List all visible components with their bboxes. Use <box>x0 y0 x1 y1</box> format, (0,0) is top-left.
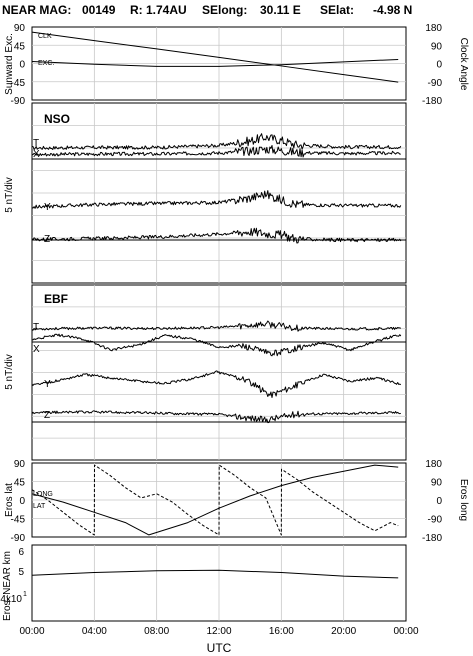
header-selong: 30.11 E <box>260 3 301 17</box>
eros-ytick-left: 45 <box>14 478 26 489</box>
x-tick-label: 20:00 <box>331 626 356 637</box>
nso-trace-label-x: X <box>33 149 40 160</box>
angles-ytick-right: -180 <box>422 96 442 107</box>
nso-trace-x <box>31 145 401 158</box>
ebf-trace-label-t: T <box>33 322 39 333</box>
distance-trace <box>31 569 399 579</box>
header-range-label: R: <box>130 3 143 17</box>
eros-ytick-right: 180 <box>425 459 442 470</box>
eros-ytick-left: -45 <box>11 515 26 526</box>
eros-ytick-right: -180 <box>422 533 442 544</box>
angles-series-exc <box>31 58 399 67</box>
angles-panel: 90 45 0 -45 -90 180 90 0 -90 -180 CLK EXC. Sunwar… <box>4 23 469 107</box>
angles-ytick-right: 180 <box>425 23 442 34</box>
eros-series-lat <box>31 464 399 536</box>
ebf-trace-x <box>31 333 402 357</box>
ebf-trace-label-x: X <box>33 344 40 355</box>
header-selong-label: SElong: <box>202 3 247 17</box>
ebf-trace-z <box>31 410 401 424</box>
x-tick-label: 04:00 <box>82 626 107 637</box>
nso-panel: NSO 5 nT/div T X Y Z <box>4 102 407 284</box>
eros-ytick-left: 90 <box>14 459 26 470</box>
distance-ytick-exponent: 1 <box>23 591 27 598</box>
angles-ytick-right: -90 <box>428 78 443 89</box>
header-doy: 00149 <box>82 3 116 17</box>
x-tick-label: 00:00 <box>19 626 44 637</box>
distance-ylabel: Eros–NEAR km <box>2 551 13 621</box>
nso-trace-label-y: Y <box>44 202 51 213</box>
angles-series-clk <box>31 31 399 83</box>
ebf-trace-y <box>31 370 402 398</box>
distance-panel: 6 5 4x10 1 Eros–NEAR km <box>0 544 407 622</box>
x-tick-label: 00:00 <box>393 626 418 637</box>
distance-ytick-6: 6 <box>18 547 24 558</box>
header-range: 1.74AU <box>146 3 187 17</box>
eros-series-long <box>31 464 399 536</box>
angles-ytick-left: -90 <box>11 96 26 107</box>
distance-ytick-5: 5 <box>18 567 24 578</box>
ebf-panel: EBF 5 nT/div T X Y Z <box>4 284 407 461</box>
x-tick-label: 08:00 <box>144 626 169 637</box>
nso-ylabel: 5 nT/div <box>4 177 15 213</box>
angles-ytick-right: 90 <box>431 41 443 52</box>
eros-ytick-left: 0 <box>19 496 25 507</box>
header-instrument: NEAR MAG: <box>2 3 71 17</box>
angles-series-label-exc: EXC. <box>38 60 54 67</box>
x-tick-label: 16:00 <box>269 626 294 637</box>
angles-ytick-left: 90 <box>14 23 26 34</box>
nso-trace-z <box>31 227 402 244</box>
x-axis-label: UTC <box>207 641 232 655</box>
angles-ylabel-right: Clock Angle <box>458 38 469 91</box>
ebf-trace-label-y: Y <box>44 379 51 390</box>
angles-ytick-left: 0 <box>19 60 25 71</box>
ebf-trace-label-z: Z <box>44 410 50 421</box>
header-selat: -4.98 N <box>373 3 412 17</box>
eros-series-label-long: LONG <box>33 491 53 498</box>
eros-position-panel: 90 45 0 -45 -90 180 90 0 -90 -180 LONG LAT Eros l… <box>4 459 469 544</box>
header-selat-label: SElat: <box>320 3 354 17</box>
distance-ytick-4x10: 4x10 <box>0 594 22 605</box>
eros-ytick-right: -90 <box>428 515 443 526</box>
x-tick-label: 12:00 <box>206 626 231 637</box>
eros-ytick-right: 90 <box>431 478 443 489</box>
eros-ytick-right: 0 <box>436 496 442 507</box>
angles-ytick-left: -45 <box>11 78 26 89</box>
eros-ylabel-right: Eros long <box>458 479 469 521</box>
ebf-trace-t <box>31 320 401 332</box>
ebf-panel-label: EBF <box>44 292 68 306</box>
eros-series-label-lat: LAT <box>33 503 46 510</box>
angles-ylabel-left: Sunward Exc. <box>4 33 15 95</box>
angles-ytick-right: 0 <box>436 60 442 71</box>
nso-trace-label-t: T <box>33 138 39 149</box>
angles-ytick-left: 45 <box>14 41 26 52</box>
ebf-ylabel: 5 nT/div <box>4 354 15 390</box>
eros-ytick-left: -90 <box>11 533 26 544</box>
nso-trace-label-z: Z <box>44 234 50 245</box>
nso-panel-label: NSO <box>44 112 70 126</box>
nso-trace-y <box>31 190 402 209</box>
nso-trace-t <box>31 133 402 150</box>
eros-ylabel-left: Eros lat <box>4 483 15 517</box>
angles-series-label-clk: CLK <box>38 33 52 40</box>
